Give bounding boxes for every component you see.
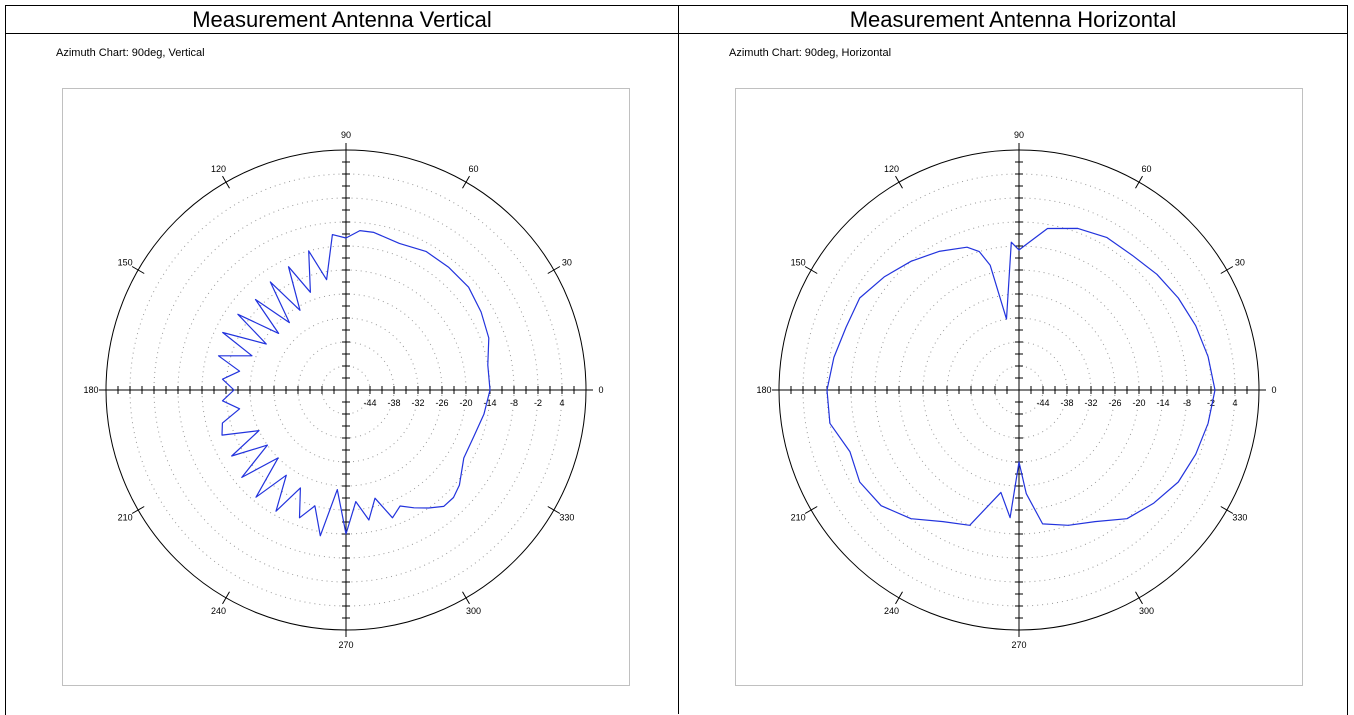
radial-tick-label: -2 [534,398,542,408]
radial-tick-label: -44 [1036,398,1049,408]
angle-label: 180 [756,385,771,395]
angle-tick [804,506,818,514]
angle-label: 60 [1141,164,1151,174]
angle-label: 60 [468,164,478,174]
angle-tick [1135,591,1143,605]
radial-tick-label: -44 [363,398,376,408]
angle-tick [222,591,230,605]
radial-tick-label: -32 [1084,398,1097,408]
radial-tick-label: -26 [1108,398,1121,408]
radial-tick-label: 4 [559,398,564,408]
chart-title: Azimuth Chart: 90deg, Vertical [56,47,205,59]
radial-tick-label: -38 [387,398,400,408]
angle-label: 30 [562,258,572,268]
radial-tick-label: -38 [1060,398,1073,408]
angle-label: 300 [1139,606,1154,616]
angle-tick [547,266,561,274]
angle-tick [1135,175,1143,189]
radial-tick-label: -8 [1183,398,1191,408]
radial-tick-label: 4 [1232,398,1237,408]
angle-label: 150 [791,258,806,268]
angle-label: 240 [884,606,899,616]
angle-label: 0 [598,385,603,395]
radial-tick-label: -32 [411,398,424,408]
angle-tick [895,175,903,189]
series-line [826,227,1216,526]
radial-tick-label: -14 [1156,398,1169,408]
angle-tick [895,591,903,605]
radial-tick-label: -26 [435,398,448,408]
panel-header: Measurement Antenna Vertical [6,6,678,34]
angle-label: 300 [466,606,481,616]
radial-tick-label: -2 [1207,398,1215,408]
angle-label: 330 [559,513,574,523]
angle-tick [1220,506,1234,514]
angle-label: 210 [791,513,806,523]
panel-horizontal: Measurement Antenna Horizontal Azimuth C… [679,6,1347,714]
radial-tick-label: -8 [510,398,518,408]
angle-label: 120 [884,164,899,174]
angle-tick [222,175,230,189]
angle-tick [462,591,470,605]
chart-frame: -44 -38 -32 -26 -20 -14 -8 -2 4 0 30 60 90 120 150 180 2… [735,88,1303,686]
angle-label: 330 [1232,513,1247,523]
angle-label: 180 [83,385,98,395]
radial-tick-label: -20 [459,398,472,408]
angle-label: 240 [211,606,226,616]
angle-label: 0 [1271,385,1276,395]
angle-label: 150 [118,258,133,268]
angle-label: 90 [1014,130,1024,140]
angle-tick [1220,266,1234,274]
panel-vertical: Measurement Antenna Vertical Azimuth Cha… [6,6,679,714]
angle-tick [131,506,145,514]
panel-header: Measurement Antenna Horizontal [679,6,1347,34]
polar-chart-horizontal: -44 -38 -32 -26 -20 -14 -8 -2 4 0 30 60 90 120 150 180 2… [756,130,1276,650]
angle-label: 90 [341,130,351,140]
angle-label: 210 [118,513,133,523]
angle-tick [547,506,561,514]
angle-label: 270 [1011,640,1026,650]
angle-tick [131,266,145,274]
angle-label: 270 [338,640,353,650]
report-table: Measurement Antenna Vertical Azimuth Cha… [5,5,1348,715]
radial-tick-label: -20 [1132,398,1145,408]
angle-label: 120 [211,164,226,174]
angle-tick [462,175,470,189]
series-line [217,230,491,537]
chart-frame: -44 -38 -32 -26 -20 -14 -8 -2 4 0 30 60 90 120 150 180 2… [62,88,630,686]
polar-chart-vertical: -44 -38 -32 -26 -20 -14 -8 -2 4 0 30 60 90 120 150 180 2… [83,130,603,650]
angle-label: 30 [1235,258,1245,268]
angle-tick [804,266,818,274]
radial-tick-label: -14 [483,398,496,408]
chart-title: Azimuth Chart: 90deg, Horizontal [729,47,892,59]
